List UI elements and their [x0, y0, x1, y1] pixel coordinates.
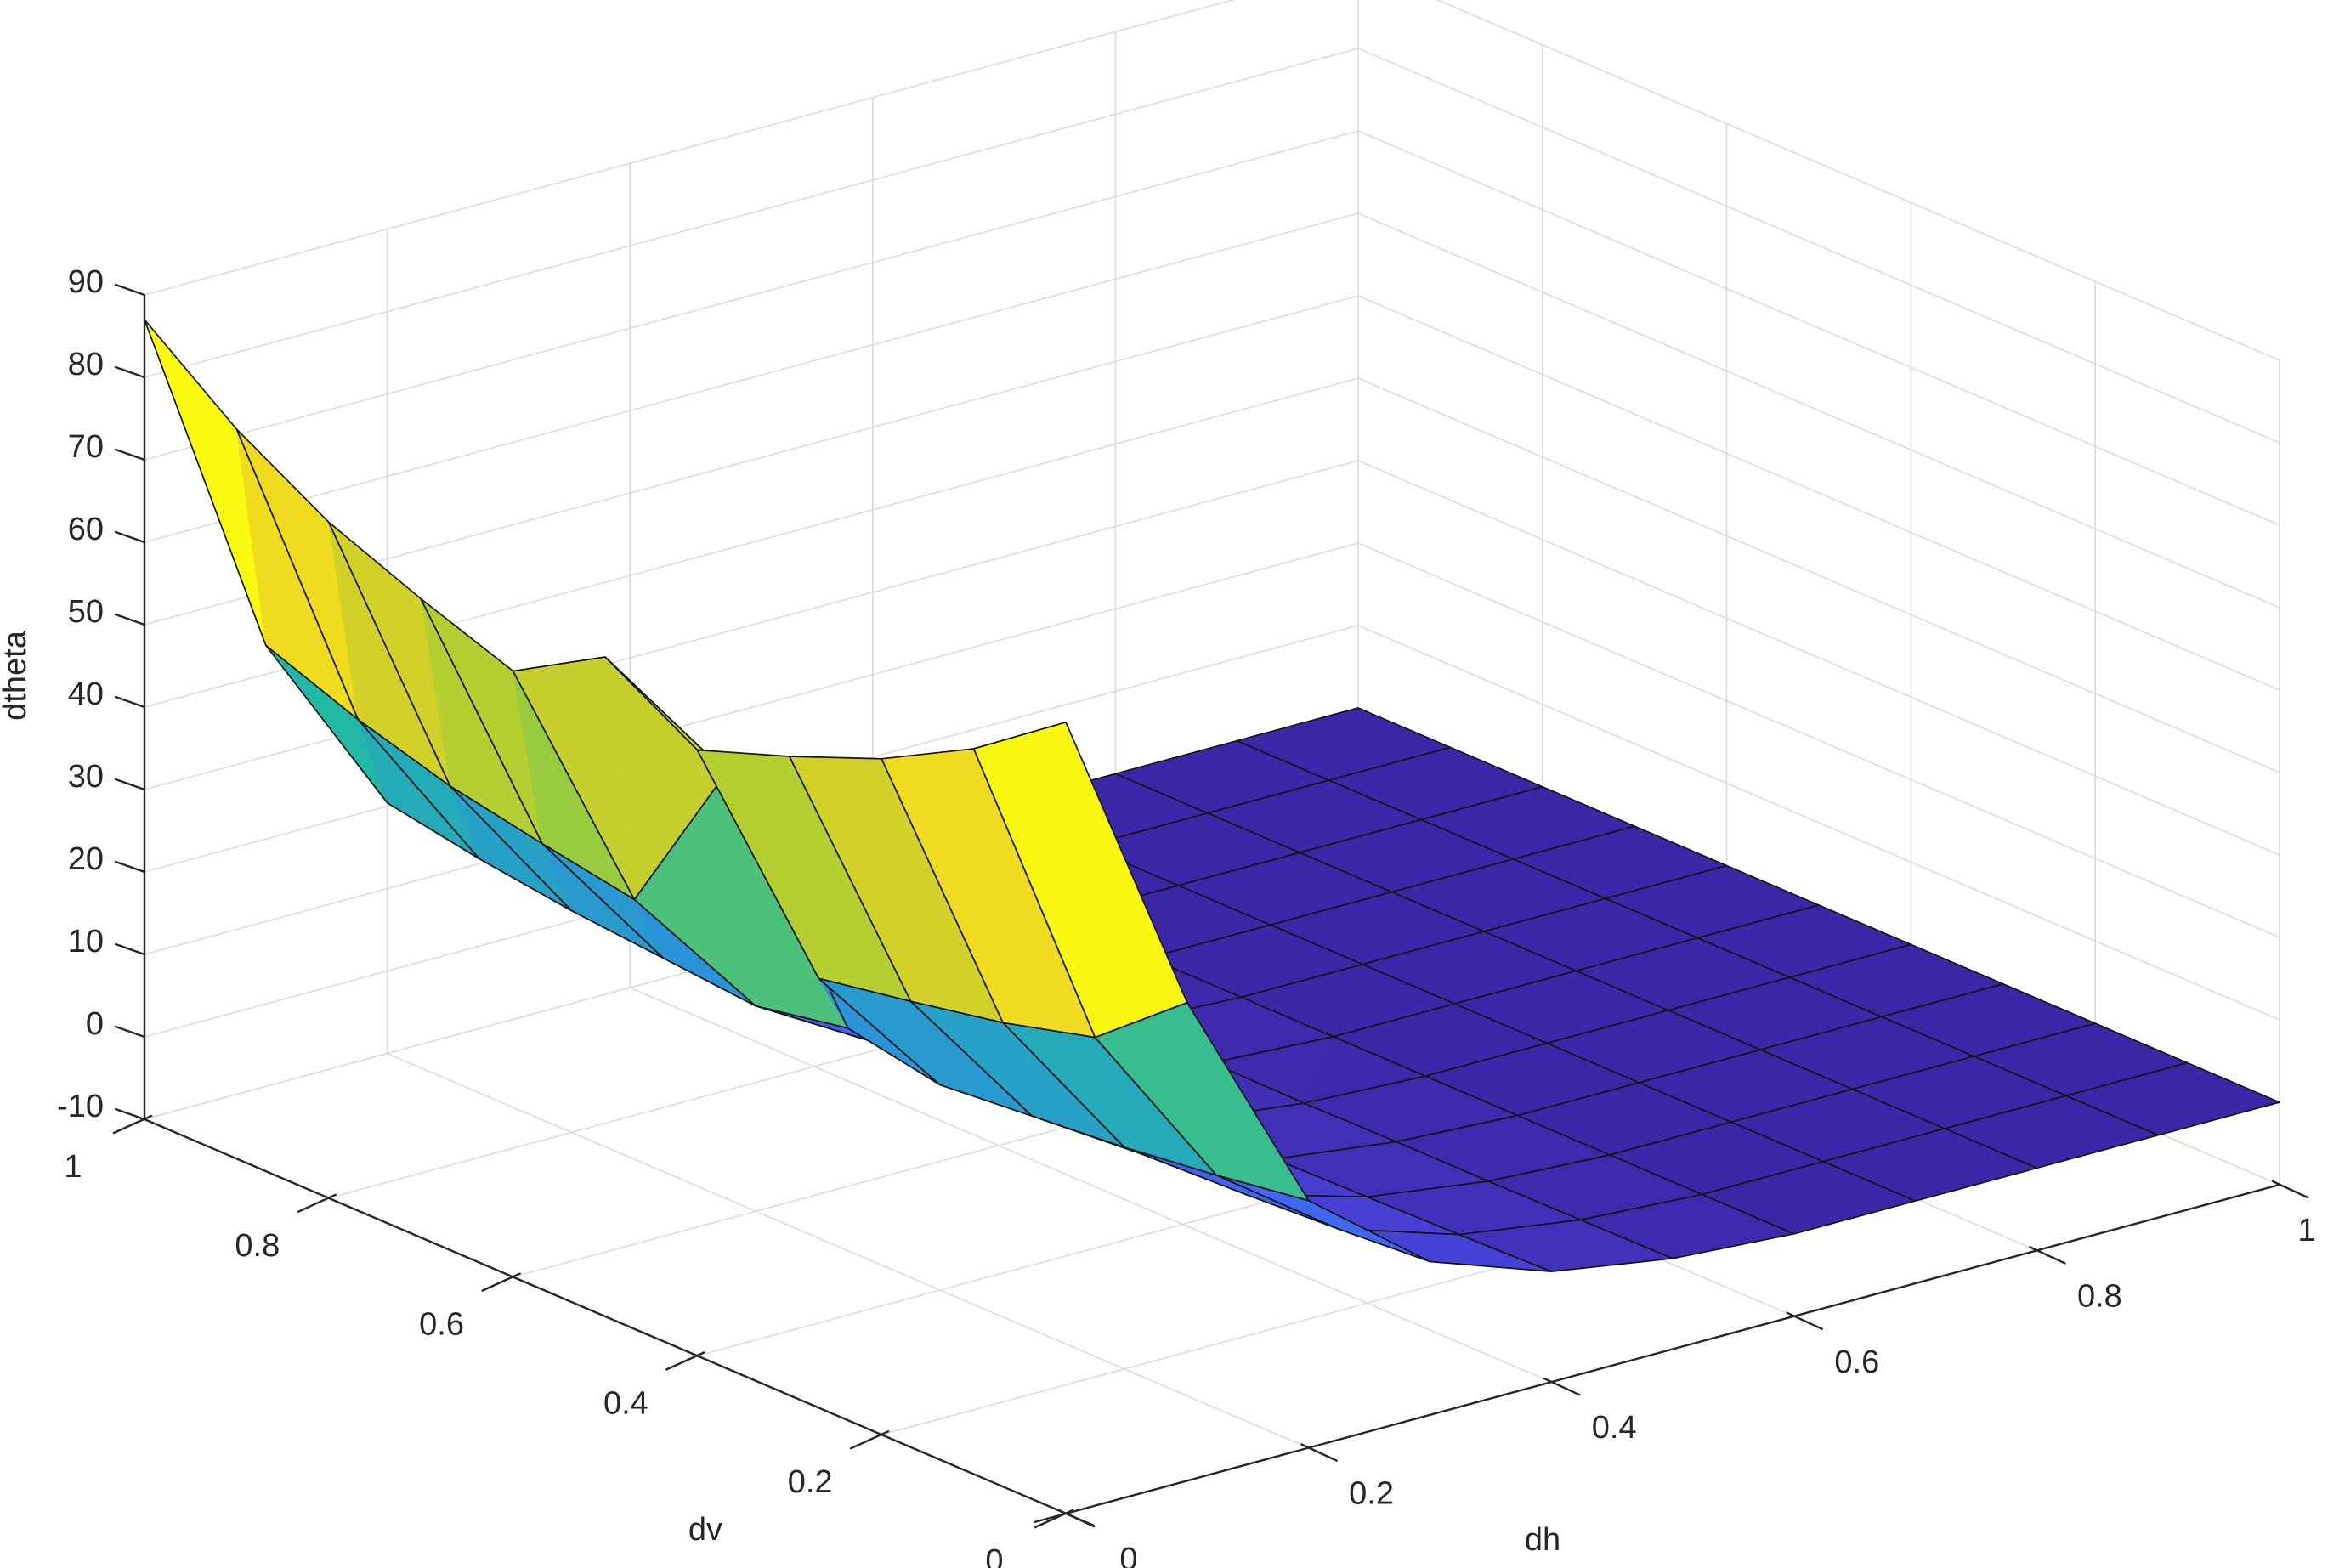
grid-line: [144, 130, 1359, 461]
grid-line: [1357, 460, 2280, 856]
grid-line: [386, 1052, 1310, 1449]
grid-line: [144, 212, 1359, 543]
grid-line: [1057, 1509, 1096, 1528]
x-axis-label: dh: [1525, 1522, 1560, 1558]
x-tick-label: 0.4: [1592, 1410, 1637, 1446]
grid-line: [114, 613, 146, 626]
grid-line: [114, 1107, 146, 1121]
surface-mesh: [144, 319, 2280, 1273]
y-tick-label: 1: [64, 1149, 82, 1185]
grid-line: [114, 778, 146, 791]
grid-line: [1034, 1509, 1074, 1529]
surface-face-edge: [972, 721, 1188, 1039]
grid-line: [114, 365, 146, 379]
x-tick-label: 0.2: [1349, 1476, 1394, 1512]
z-tick-label: 40: [68, 676, 104, 712]
grid-line: [114, 530, 146, 544]
grid-line: [481, 1272, 521, 1292]
grid-line: [114, 942, 146, 956]
plot-axes: [112, 283, 2309, 1529]
grid-line: [2029, 1246, 2066, 1265]
grid-line: [1357, 48, 2280, 444]
z-tick-label: 50: [68, 594, 104, 630]
grid-line: [114, 1025, 146, 1039]
grid-line: [114, 695, 146, 709]
grid-line: [1357, 212, 2280, 609]
y-tick-label: 0.4: [603, 1385, 648, 1421]
tick-labels: -10010203040506070809000.20.40.60.8100.2…: [57, 264, 2315, 1568]
z-tick-label: 30: [68, 759, 104, 795]
z-tick-label: 70: [68, 429, 104, 465]
x-tick-label: 1: [2297, 1213, 2315, 1248]
grid-line: [2271, 1180, 2309, 1199]
z-tick-label: 0: [86, 1006, 104, 1042]
x-tick-label: 0: [1119, 1542, 1137, 1568]
grid-line: [1300, 1443, 1338, 1462]
grid-line: [297, 1193, 337, 1214]
x-tick-label: 0.8: [2077, 1278, 2122, 1314]
grid-line: [1436, 0, 2280, 361]
y-tick-label: 0.8: [235, 1228, 280, 1264]
grid-line: [1357, 542, 2280, 938]
grid-line: [1357, 295, 2280, 691]
y-tick-label: 0.6: [419, 1307, 464, 1343]
grid-line: [144, 0, 1236, 296]
z-tick-label: 90: [68, 264, 104, 300]
grid-line: [114, 860, 146, 874]
y-tick-label: 0.2: [788, 1464, 833, 1500]
z-tick-label: 80: [68, 347, 104, 382]
z-tick-label: 60: [68, 512, 104, 547]
grid-line: [1786, 1311, 1824, 1331]
z-tick-label: 10: [68, 924, 104, 959]
grid-line: [665, 1351, 705, 1371]
grid-line: [143, 1118, 1096, 1527]
x-tick-label: 0.6: [1834, 1344, 1879, 1380]
z-tick-label: -10: [57, 1089, 104, 1124]
grid-line: [1543, 1377, 1581, 1396]
grid-line: [112, 1114, 153, 1135]
grid-line: [1357, 130, 2280, 526]
grid-line: [114, 448, 146, 461]
z-tick-label: 20: [68, 841, 104, 877]
y-tick-label: 0: [985, 1543, 1003, 1568]
y-axis-label: dv: [688, 1512, 722, 1548]
grid-line: [1357, 377, 2280, 773]
grid-line: [629, 987, 1552, 1383]
grid-line: [144, 542, 1359, 873]
grid-line: [1357, 625, 2280, 1021]
grid-line: [144, 48, 1359, 378]
axis-name-labels: dtheta dv dh: [0, 630, 1560, 1558]
z-axis-label: dtheta: [0, 630, 33, 721]
grid-line: [850, 1429, 890, 1450]
grid-line: [1033, 1183, 2281, 1524]
grid-line: [114, 283, 146, 297]
